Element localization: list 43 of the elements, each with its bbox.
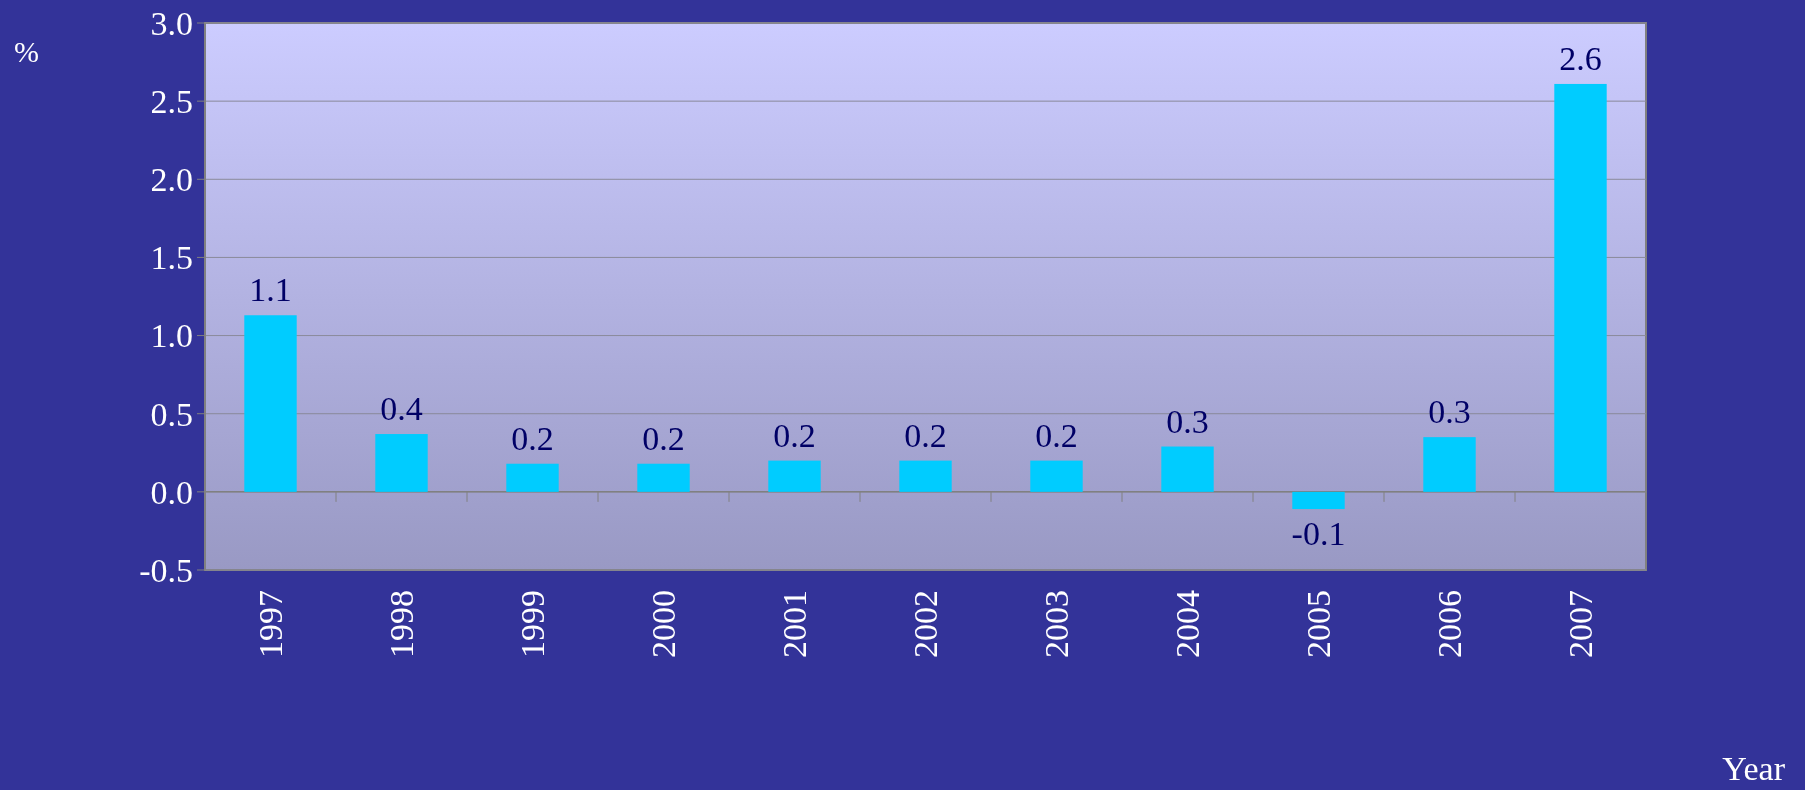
x-tick-label: 2003 [1038, 590, 1076, 658]
bar [637, 463, 690, 492]
y-tick-label: 3.0 [150, 4, 193, 42]
bar [1161, 446, 1214, 492]
data-label: 0.3 [1166, 402, 1209, 440]
y-tick-label: 0.5 [150, 395, 193, 433]
x-tick-label: 2005 [1300, 590, 1338, 658]
data-label: -0.1 [1291, 515, 1346, 553]
data-label: 0.2 [642, 419, 685, 457]
y-tick-label: 1.0 [150, 317, 193, 355]
x-tick-label: 1998 [383, 590, 421, 658]
bar [899, 460, 952, 492]
data-label: 1.1 [249, 271, 292, 309]
data-label: 0.2 [904, 416, 947, 454]
x-axis-title: Year [1722, 750, 1786, 787]
data-label: 2.6 [1559, 39, 1602, 77]
data-label: 0.2 [511, 419, 554, 457]
bar [1554, 83, 1607, 492]
x-tick-label: 2004 [1169, 590, 1207, 658]
x-tick-label: 2007 [1562, 590, 1600, 658]
bar [1030, 460, 1083, 492]
x-tick-label: 1999 [514, 590, 552, 658]
x-tick-label: 2006 [1431, 590, 1469, 658]
data-label: 0.3 [1428, 393, 1471, 431]
x-tick-label: 2001 [776, 590, 814, 658]
x-tick-label: 2002 [907, 590, 945, 658]
bar [768, 460, 821, 492]
x-tick-label: 1997 [252, 590, 290, 658]
data-label: 0.4 [380, 390, 423, 428]
bar [1423, 437, 1476, 492]
y-tick-label: 2.5 [150, 83, 193, 121]
y-tick-label: 1.5 [150, 239, 193, 277]
bar [1292, 491, 1345, 510]
bar [375, 434, 428, 492]
y-axis-title: % [14, 35, 39, 68]
bar [244, 315, 297, 492]
x-tick-label: 2000 [645, 590, 683, 658]
data-label: 0.2 [773, 416, 816, 454]
data-label: 0.2 [1035, 416, 1078, 454]
bar [506, 463, 559, 492]
y-tick-label: -0.5 [139, 551, 193, 589]
y-tick-label: 0.0 [150, 473, 193, 511]
y-tick-label: 2.0 [150, 161, 193, 199]
